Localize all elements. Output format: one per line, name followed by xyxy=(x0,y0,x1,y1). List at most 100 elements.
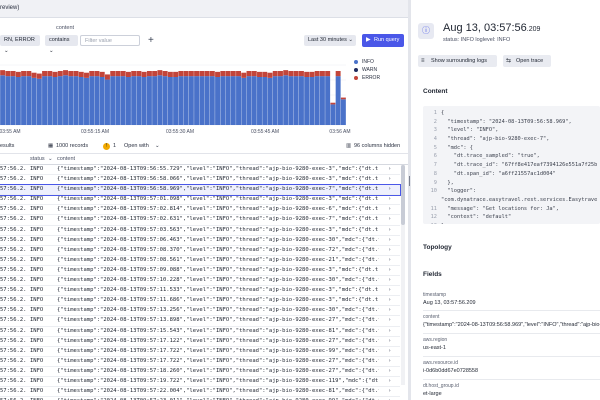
chart-bar-error[interactable] xyxy=(26,71,32,77)
chart-bar-error[interactable] xyxy=(215,71,221,77)
chart-bar-info[interactable] xyxy=(194,76,200,125)
legend-item-error[interactable]: ERROR xyxy=(354,74,380,82)
chevron-right-icon[interactable]: › xyxy=(388,216,392,223)
chart-bar-info[interactable] xyxy=(115,76,121,125)
chart-bar-error[interactable] xyxy=(120,71,126,77)
operator-select[interactable]: contains ⌄ xyxy=(45,35,78,54)
chart-bar-error[interactable] xyxy=(36,73,42,79)
chart-bar-info[interactable] xyxy=(288,76,294,125)
table-row[interactable]: 57:56.2.. INFO {"timestamp":"2024-08-13T09… xyxy=(0,377,400,388)
chart-bar-info[interactable] xyxy=(246,76,252,125)
chart-bar-error[interactable] xyxy=(47,71,53,77)
open-trace-button[interactable]: ⇆ Open trace xyxy=(503,55,551,67)
table-row[interactable]: 57:56.2.. INFO {"timestamp":"2024-08-13T09… xyxy=(0,367,400,377)
table-row[interactable]: 57:56.2.. INFO {"timestamp":"2024-08-13T09… xyxy=(0,246,400,256)
chart-bar-error[interactable] xyxy=(272,71,278,77)
field-value[interactable]: et-large xyxy=(423,391,442,397)
resize-handle[interactable] xyxy=(409,176,410,186)
chart-bar-info[interactable] xyxy=(230,76,236,125)
chart-bar-info[interactable] xyxy=(47,76,53,125)
chart-bar-info[interactable] xyxy=(283,75,289,125)
chart-bar-error[interactable] xyxy=(330,102,336,105)
chart-bar-error[interactable] xyxy=(293,71,299,77)
chart-bar-info[interactable] xyxy=(325,76,331,125)
chart-bar-info[interactable] xyxy=(257,77,262,125)
table-row[interactable]: 57:56.2.. INFO {"timestamp":"2024-08-13T09… xyxy=(0,276,400,287)
chart-bar-info[interactable] xyxy=(136,76,142,125)
chart-bar-info[interactable] xyxy=(209,76,215,125)
chevron-right-icon[interactable]: › xyxy=(388,277,392,284)
chart-bar-info[interactable] xyxy=(31,77,37,125)
chevron-right-icon[interactable]: › xyxy=(388,388,392,395)
chevron-right-icon[interactable]: › xyxy=(388,297,392,304)
table-row[interactable]: 57:56.2.. INFO {"timestamp":"2024-08-13T09… xyxy=(0,266,400,277)
table-row[interactable]: 57:56.2.. INFO {"timestamp":"2024-08-13T09… xyxy=(0,215,400,226)
chart-bar-info[interactable] xyxy=(204,76,210,125)
table-row[interactable]: 57:56.2.. INFO {"timestamp":"2024-08-13T09… xyxy=(0,316,400,327)
chart-bar-error[interactable] xyxy=(220,71,226,77)
chart-bar-error[interactable] xyxy=(178,71,184,77)
run-query-button[interactable]: ▶ Run query xyxy=(362,34,404,47)
chart-bar-info[interactable] xyxy=(162,76,168,125)
chevron-right-icon[interactable]: › xyxy=(388,196,392,203)
chevron-right-icon[interactable]: › xyxy=(388,206,392,213)
chart-bar-info[interactable] xyxy=(178,76,184,125)
chevron-right-icon[interactable]: › xyxy=(388,186,392,193)
table-row[interactable]: 57:56.2.. INFO {"timestamp":"2024-08-13T09… xyxy=(0,226,400,236)
chart-bar-info[interactable] xyxy=(293,76,299,125)
filter-value-input[interactable]: Filter value xyxy=(80,35,140,46)
timeframe-select[interactable]: Last 30 minutes ⌄ xyxy=(304,35,356,46)
chart-bar-error[interactable] xyxy=(278,71,283,77)
chart-bar-error[interactable] xyxy=(63,70,68,76)
chart-bar-info[interactable] xyxy=(26,76,32,125)
chart-bar-info[interactable] xyxy=(63,75,68,125)
chevron-right-icon[interactable]: › xyxy=(388,176,392,183)
field-value[interactable]: us-east-1 xyxy=(423,345,446,351)
table-row[interactable]: 57:56.2.. INFO {"timestamp":"2024-08-13T09… xyxy=(0,337,400,347)
chart-bar-info[interactable] xyxy=(262,77,268,125)
table-row[interactable]: 57:56.2.. INFO {"timestamp":"2024-08-13T09… xyxy=(0,184,401,197)
chart-bar-info[interactable] xyxy=(278,76,283,125)
chart-bar-info[interactable] xyxy=(304,77,310,125)
chart-bar-error[interactable] xyxy=(0,70,6,76)
chart-bar-error[interactable] xyxy=(152,71,158,77)
column-header-content[interactable]: content xyxy=(57,156,76,162)
chart-bar-error[interactable] xyxy=(52,71,58,77)
chart-bar-info[interactable] xyxy=(319,76,325,125)
chart-bar-error[interactable] xyxy=(68,71,74,77)
table-row[interactable]: 57:56.2.. INFO {"timestamp":"2024-08-13T09… xyxy=(0,165,400,176)
chart-bar-error[interactable] xyxy=(42,71,48,77)
chart-bar-error[interactable] xyxy=(15,71,21,77)
chart-bar-error[interactable] xyxy=(194,71,200,77)
chart-bar-error[interactable] xyxy=(236,71,241,77)
chart-bar-info[interactable] xyxy=(298,76,304,125)
chart-bar-info[interactable] xyxy=(220,76,226,125)
topology-section-title[interactable]: Topology xyxy=(423,244,452,251)
chart-bar-info[interactable] xyxy=(215,77,221,125)
table-row[interactable]: 57:56.2.. INFO {"timestamp":"2024-08-13T09… xyxy=(0,347,400,357)
chart-bar-error[interactable] xyxy=(340,97,346,100)
chart-bar-error[interactable] xyxy=(298,71,304,77)
chart-bar-error[interactable] xyxy=(267,72,273,78)
chart-bar-error[interactable] xyxy=(125,71,131,77)
chevron-right-icon[interactable]: › xyxy=(388,327,392,334)
chart-bar-info[interactable] xyxy=(309,77,315,125)
chart-bar-info[interactable] xyxy=(120,76,126,125)
chart-bar-info[interactable] xyxy=(236,76,241,125)
open-with-button[interactable]: Open with xyxy=(124,143,149,149)
chart-bar-error[interactable] xyxy=(10,71,16,77)
chart-bar-info[interactable] xyxy=(188,76,194,125)
level-filter-chip[interactable]: RN, ERROR ⌄ xyxy=(0,35,40,54)
chart-bar-error[interactable] xyxy=(204,71,210,77)
content-code-block[interactable]: 1{2 "timestamp": "2024-08-13T09:56:58.96… xyxy=(423,106,600,224)
chevron-right-icon[interactable]: › xyxy=(388,256,392,263)
table-row[interactable]: 57:56.2.. INFO {"timestamp":"2024-08-13T09… xyxy=(0,296,400,307)
table-row[interactable]: 57:56.2.. INFO {"timestamp":"2024-08-13T09… xyxy=(0,195,400,206)
chart-bar-error[interactable] xyxy=(141,71,147,77)
chart-bar-error[interactable] xyxy=(115,71,121,77)
table-row[interactable]: 57:56.2.. INFO {"timestamp":"2024-08-13T09… xyxy=(0,306,400,317)
show-surrounding-logs-button[interactable]: ≡ Show surrounding logs xyxy=(418,55,497,67)
chart-bar-error[interactable] xyxy=(246,71,252,77)
field-value[interactable]: {"timestamp":"2024-08-13T09:56:58.969","… xyxy=(423,322,600,328)
chart-bar-error[interactable] xyxy=(188,71,194,77)
